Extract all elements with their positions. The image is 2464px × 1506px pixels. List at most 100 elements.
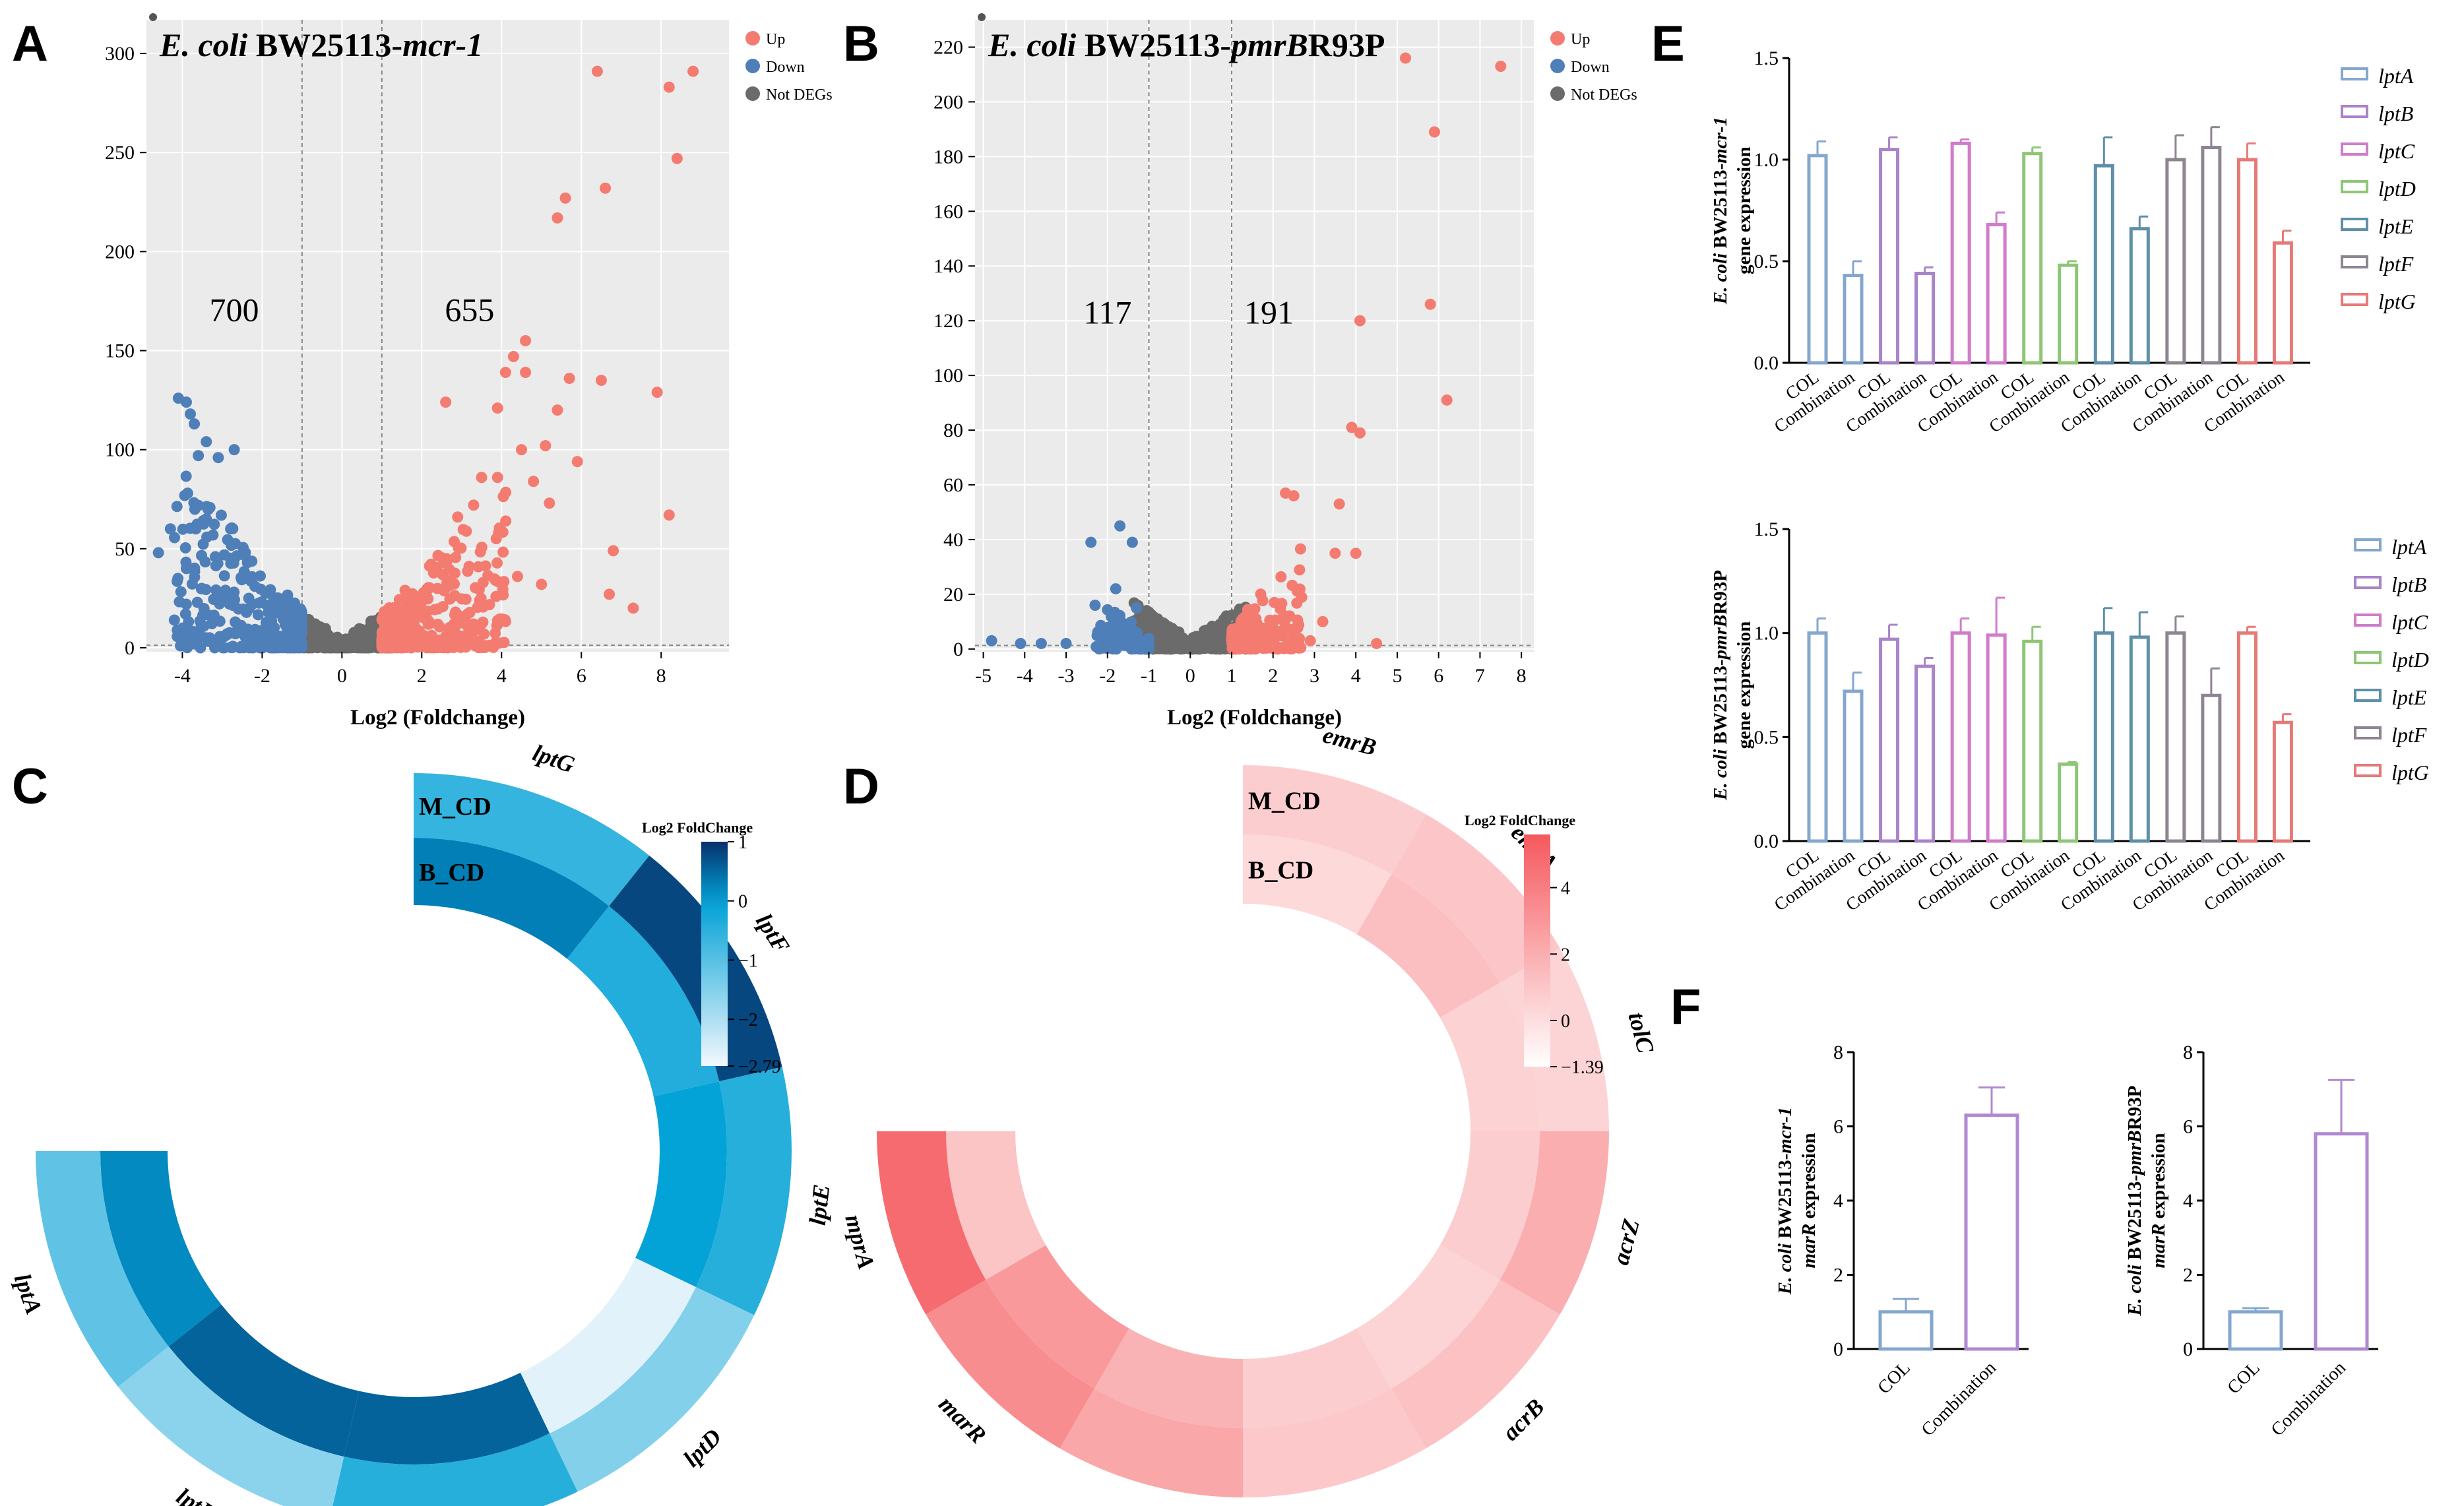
down-point bbox=[174, 596, 185, 608]
x-tick-label: 5 bbox=[1392, 665, 1402, 687]
panel-letter-b: B bbox=[843, 16, 879, 72]
colorbar-tick-label: −1 bbox=[738, 951, 758, 971]
down-point bbox=[242, 623, 254, 635]
up-point bbox=[1248, 616, 1259, 628]
legend-label: lptB bbox=[2391, 573, 2426, 596]
down-point bbox=[253, 597, 265, 609]
x-tick-label: 4 bbox=[497, 665, 507, 687]
y-tick-label: 220 bbox=[933, 36, 963, 58]
gene-label: mprA bbox=[840, 1212, 879, 1272]
up-point bbox=[1400, 52, 1412, 64]
plot-title: E. coli BW25113-pmrBR93P bbox=[988, 26, 1385, 63]
colorbar-tick-label: −2.79 bbox=[738, 1057, 781, 1077]
x-tick-label: 8 bbox=[1517, 665, 1527, 687]
up-point bbox=[608, 545, 619, 557]
legend-label: lptF bbox=[2378, 252, 2414, 276]
up-point bbox=[408, 606, 420, 617]
down-point bbox=[265, 620, 277, 632]
up-point bbox=[432, 549, 444, 561]
bar bbox=[2165, 631, 2186, 843]
colorbar-tick-label: 0 bbox=[738, 892, 747, 912]
up-point bbox=[450, 551, 462, 563]
up-point bbox=[426, 558, 437, 570]
down-point bbox=[1125, 631, 1137, 643]
down-point bbox=[195, 549, 207, 561]
heatmap-cell-inner bbox=[1356, 874, 1500, 1018]
legend-label: lptA bbox=[2391, 535, 2427, 559]
y-axis-label: E. coli BW25113-mcr-1 bbox=[1710, 117, 1731, 305]
x-tick-label: -4 bbox=[174, 665, 191, 687]
heatmap-cell-inner bbox=[945, 1131, 1046, 1280]
x-tick-label: 8 bbox=[656, 665, 666, 687]
ring-label-outer: M_CD bbox=[419, 793, 491, 821]
down-point bbox=[193, 499, 205, 511]
down-point bbox=[216, 590, 228, 602]
down-point bbox=[227, 522, 239, 534]
down-point bbox=[227, 641, 239, 652]
up-point bbox=[536, 579, 548, 590]
up-point bbox=[456, 593, 468, 605]
down-point bbox=[1089, 599, 1101, 611]
gene-label: lptB bbox=[172, 1483, 221, 1506]
down-point bbox=[185, 635, 197, 646]
legend-marker bbox=[1550, 59, 1565, 73]
up-point bbox=[389, 629, 400, 641]
x-tick-label: 6 bbox=[577, 665, 586, 687]
down-point bbox=[1116, 634, 1128, 646]
deg-count: 700 bbox=[210, 291, 259, 328]
y-tick-label: 100 bbox=[105, 439, 135, 461]
up-point bbox=[460, 617, 472, 629]
up-point bbox=[463, 561, 475, 573]
legend-label: lptC bbox=[2391, 610, 2428, 634]
up-point bbox=[516, 444, 528, 456]
up-point bbox=[651, 387, 663, 398]
heatmap-cell-outer bbox=[877, 1131, 986, 1315]
bar bbox=[2058, 263, 2079, 365]
up-point bbox=[491, 402, 503, 414]
bar-chart-e-pmrb: 0.00.51.01.5COLCombinationCOLCombination… bbox=[1710, 518, 2429, 915]
heatmap-cell-inner bbox=[100, 1151, 222, 1347]
up-point bbox=[447, 641, 458, 653]
y-tick-label: 0 bbox=[2183, 1338, 2193, 1360]
heatmap-cell-inner bbox=[1243, 1328, 1391, 1428]
down-point bbox=[171, 501, 183, 513]
down-point bbox=[215, 509, 227, 521]
bar bbox=[2236, 158, 2258, 365]
legend-label: Up bbox=[1571, 31, 1590, 48]
down-point bbox=[294, 641, 306, 653]
legend-label: Down bbox=[766, 59, 805, 76]
up-point bbox=[377, 641, 389, 653]
legend-label: lptG bbox=[2378, 290, 2416, 313]
y-tick-label: 140 bbox=[933, 255, 963, 277]
up-point bbox=[490, 533, 502, 545]
heatmap-cell-inner bbox=[168, 1304, 359, 1457]
up-point bbox=[491, 472, 503, 484]
volcano-plot-a: 0 50 100 150 200 250 300 -4 -2 0 2 4 6 8 Log2 (Foldcha… bbox=[105, 13, 833, 730]
down-point bbox=[254, 570, 266, 582]
down-point bbox=[278, 598, 290, 610]
legend-marker bbox=[2341, 105, 2368, 118]
heatmap-cell-inner bbox=[1439, 983, 1540, 1131]
legend-marker bbox=[2341, 180, 2368, 193]
bar bbox=[2022, 152, 2043, 365]
up-point bbox=[528, 476, 540, 487]
down-point bbox=[1103, 621, 1115, 633]
bar bbox=[1914, 664, 1936, 843]
ring-label-inner: B_CD bbox=[1248, 857, 1313, 885]
up-point bbox=[1317, 615, 1329, 627]
heatmap-cell-inner bbox=[1439, 1131, 1540, 1280]
up-point bbox=[490, 627, 501, 639]
heatmap-cell-inner bbox=[1243, 834, 1391, 935]
x-tick-label: 3 bbox=[1310, 665, 1319, 687]
x-tick-label: COL bbox=[1874, 1358, 1914, 1398]
up-point bbox=[671, 152, 683, 164]
colorbar-tick-label: 0 bbox=[1561, 1011, 1570, 1032]
y-tick-label: 6 bbox=[1833, 1116, 1843, 1138]
down-point bbox=[286, 613, 298, 625]
heatmap-cell-outer bbox=[1391, 1280, 1560, 1449]
up-point bbox=[443, 580, 455, 592]
down-point bbox=[1116, 616, 1127, 628]
heatmap-cell-outer bbox=[1059, 1388, 1243, 1497]
up-point bbox=[507, 351, 519, 363]
